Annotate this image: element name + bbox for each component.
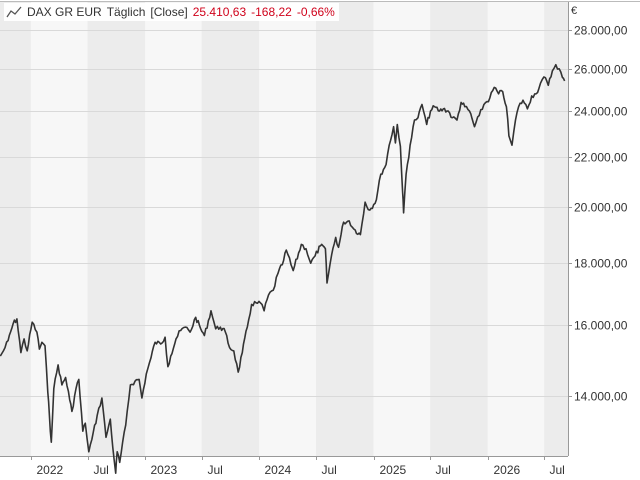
- y-tick-label: 28.000,00: [574, 24, 628, 38]
- y-tick-label: 14.000,00: [574, 390, 628, 404]
- time-band: [145, 2, 202, 456]
- y-axis-unit: €: [571, 5, 577, 17]
- time-band: [430, 2, 488, 456]
- time-band: [544, 2, 568, 456]
- time-band: [0, 2, 31, 456]
- time-band: [259, 2, 317, 456]
- time-band: [87, 2, 146, 456]
- x-tick-label: Jul: [322, 463, 337, 477]
- time-band: [373, 2, 431, 456]
- instrument-name: DAX GR EUR: [27, 5, 102, 19]
- x-tick-label: 2024: [265, 463, 292, 477]
- price-change-percent: -0,66%: [296, 5, 335, 19]
- y-tick-label: 24.000,00: [574, 105, 628, 119]
- y-tick-label: 22.000,00: [574, 151, 628, 165]
- x-tick-label: 2026: [494, 463, 521, 477]
- line-chart-icon: [6, 6, 22, 18]
- price-change: -168,22: [251, 5, 292, 19]
- x-tick-label: Jul: [436, 463, 451, 477]
- x-tick-label: 2025: [380, 463, 407, 477]
- x-tick-label: Jul: [94, 463, 109, 477]
- time-band: [316, 2, 374, 456]
- interval-label: Täglich: [106, 5, 146, 19]
- y-tick-label: 18.000,00: [574, 257, 628, 271]
- time-band: [201, 2, 260, 456]
- mode-label: [Close]: [150, 5, 188, 19]
- chart-legend: DAX GR EUR Täglich [Close] 25.410,63 -16…: [4, 3, 339, 21]
- last-price: 25.410,63: [192, 5, 247, 19]
- y-tick-label: 16.000,00: [574, 319, 628, 333]
- y-tick-label: 20.000,00: [574, 201, 628, 215]
- x-tick-label: 2023: [151, 463, 178, 477]
- x-tick-label: Jul: [550, 463, 565, 477]
- x-tick-label: Jul: [208, 463, 223, 477]
- y-tick-label: 26.000,00: [574, 63, 628, 77]
- price-series-line: [0, 63, 566, 474]
- x-tick-label: 2022: [37, 463, 64, 477]
- time-band: [487, 2, 545, 456]
